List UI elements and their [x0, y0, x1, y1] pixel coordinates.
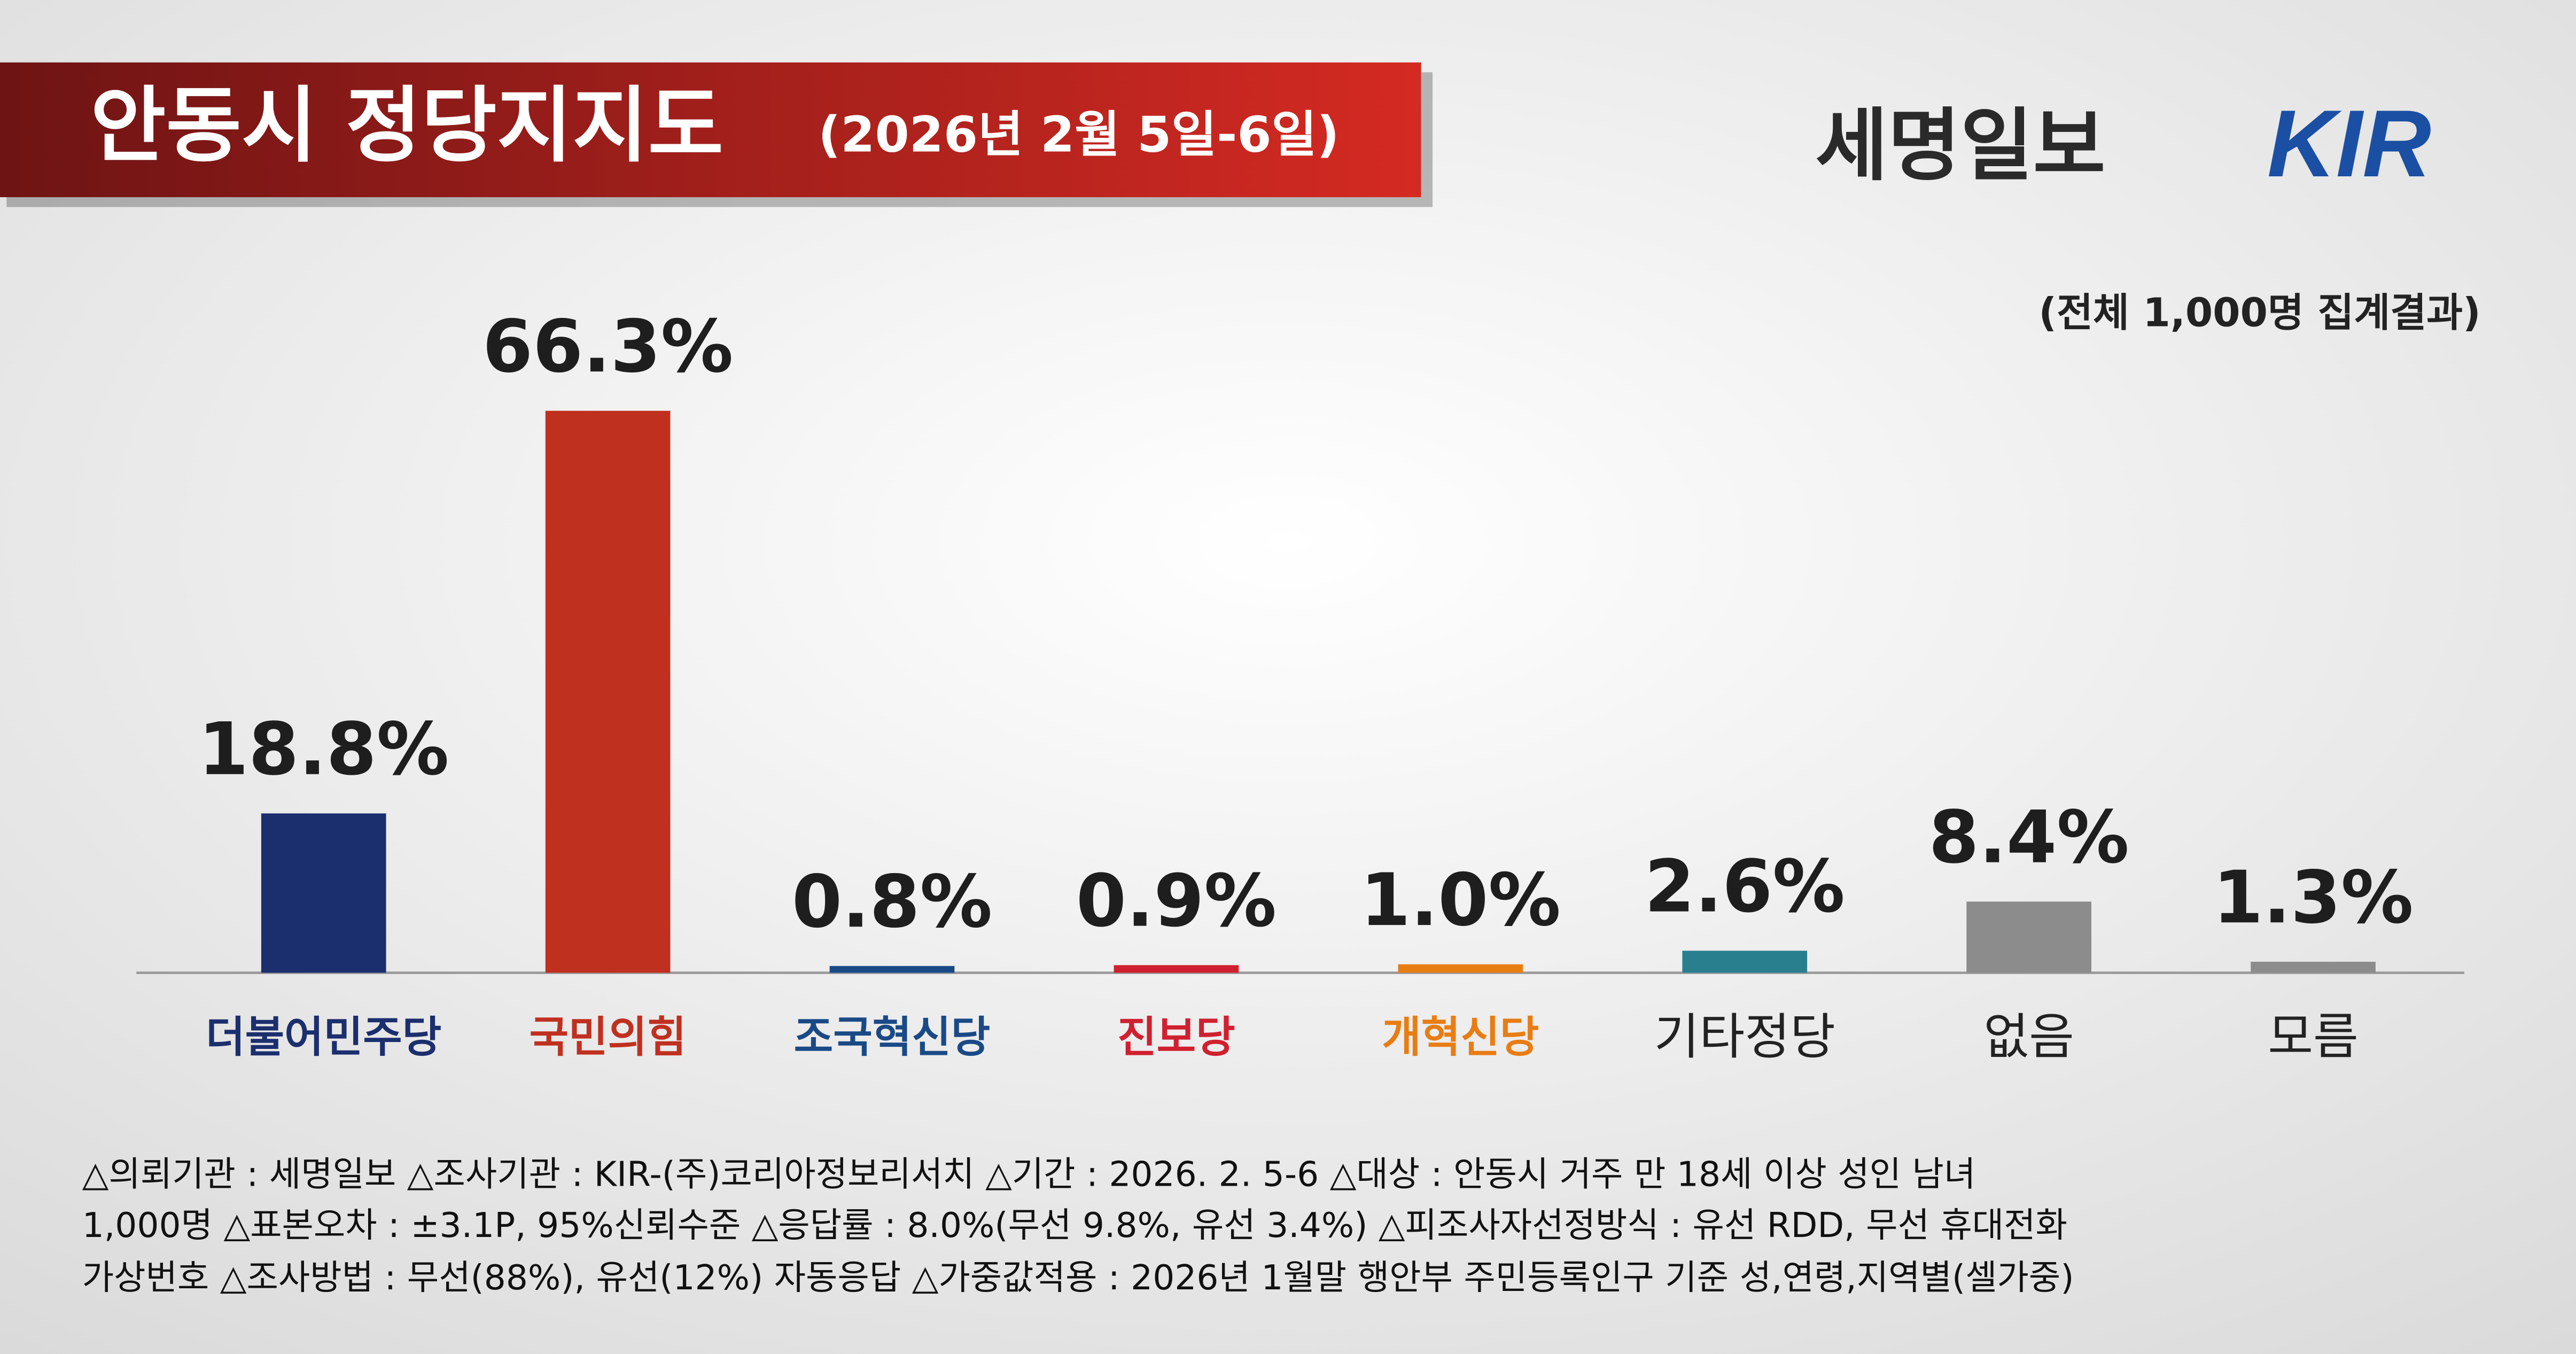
bar	[1966, 901, 2091, 973]
bar	[1114, 965, 1239, 973]
value-label: 66.3%	[482, 304, 733, 388]
note: (전체 1,000명 집계결과)	[2038, 290, 2480, 336]
category-label: 조국혁신당	[794, 1013, 991, 1062]
brand: 세명일보	[1815, 99, 2105, 191]
category-label: 개혁신당	[1382, 1013, 1539, 1062]
category-label: 국민의힘	[530, 1013, 687, 1062]
chart-title: 안동시 정당지지도	[90, 78, 723, 174]
footnote-line: △의뢰기관 : 세명일보 △조사기관 : KIR-(주)코리아정보리서치 △기간…	[82, 1154, 1976, 1194]
bar	[545, 410, 671, 973]
bar	[2251, 961, 2376, 973]
footnote-line: 1,000명 △표본오차 : ±3.1P, 95%신뢰수준 △응답률 : 8.0…	[82, 1205, 2067, 1246]
value-label: 1.0%	[1360, 858, 1561, 942]
chart-subtitle: (2026년 2월 5일-6일)	[818, 106, 1339, 164]
logo: KIR	[2267, 90, 2431, 197]
category-label: 기타정당	[1654, 1008, 1835, 1065]
value-label: 2.6%	[1645, 844, 1845, 929]
bar	[1682, 951, 1808, 973]
bar	[1398, 964, 1523, 973]
value-label: 0.8%	[792, 859, 992, 944]
value-label: 0.9%	[1076, 859, 1277, 943]
category-label: 모름	[2268, 1008, 2359, 1065]
footnote-line: 가상번호 △조사방법 : 무선(88%), 유선(12%) 자동응답 △가중값적…	[82, 1258, 2074, 1298]
value-label: 8.4%	[1929, 795, 2129, 880]
category-label: 없음	[1983, 1008, 2074, 1065]
bar	[829, 966, 955, 973]
category-label: 진보당	[1117, 1013, 1235, 1062]
header-band	[0, 62, 1421, 198]
value-label: 18.8%	[198, 707, 449, 791]
value-label: 1.3%	[2213, 855, 2413, 939]
bar	[261, 813, 386, 973]
category-label: 더불어민주당	[206, 1013, 441, 1062]
